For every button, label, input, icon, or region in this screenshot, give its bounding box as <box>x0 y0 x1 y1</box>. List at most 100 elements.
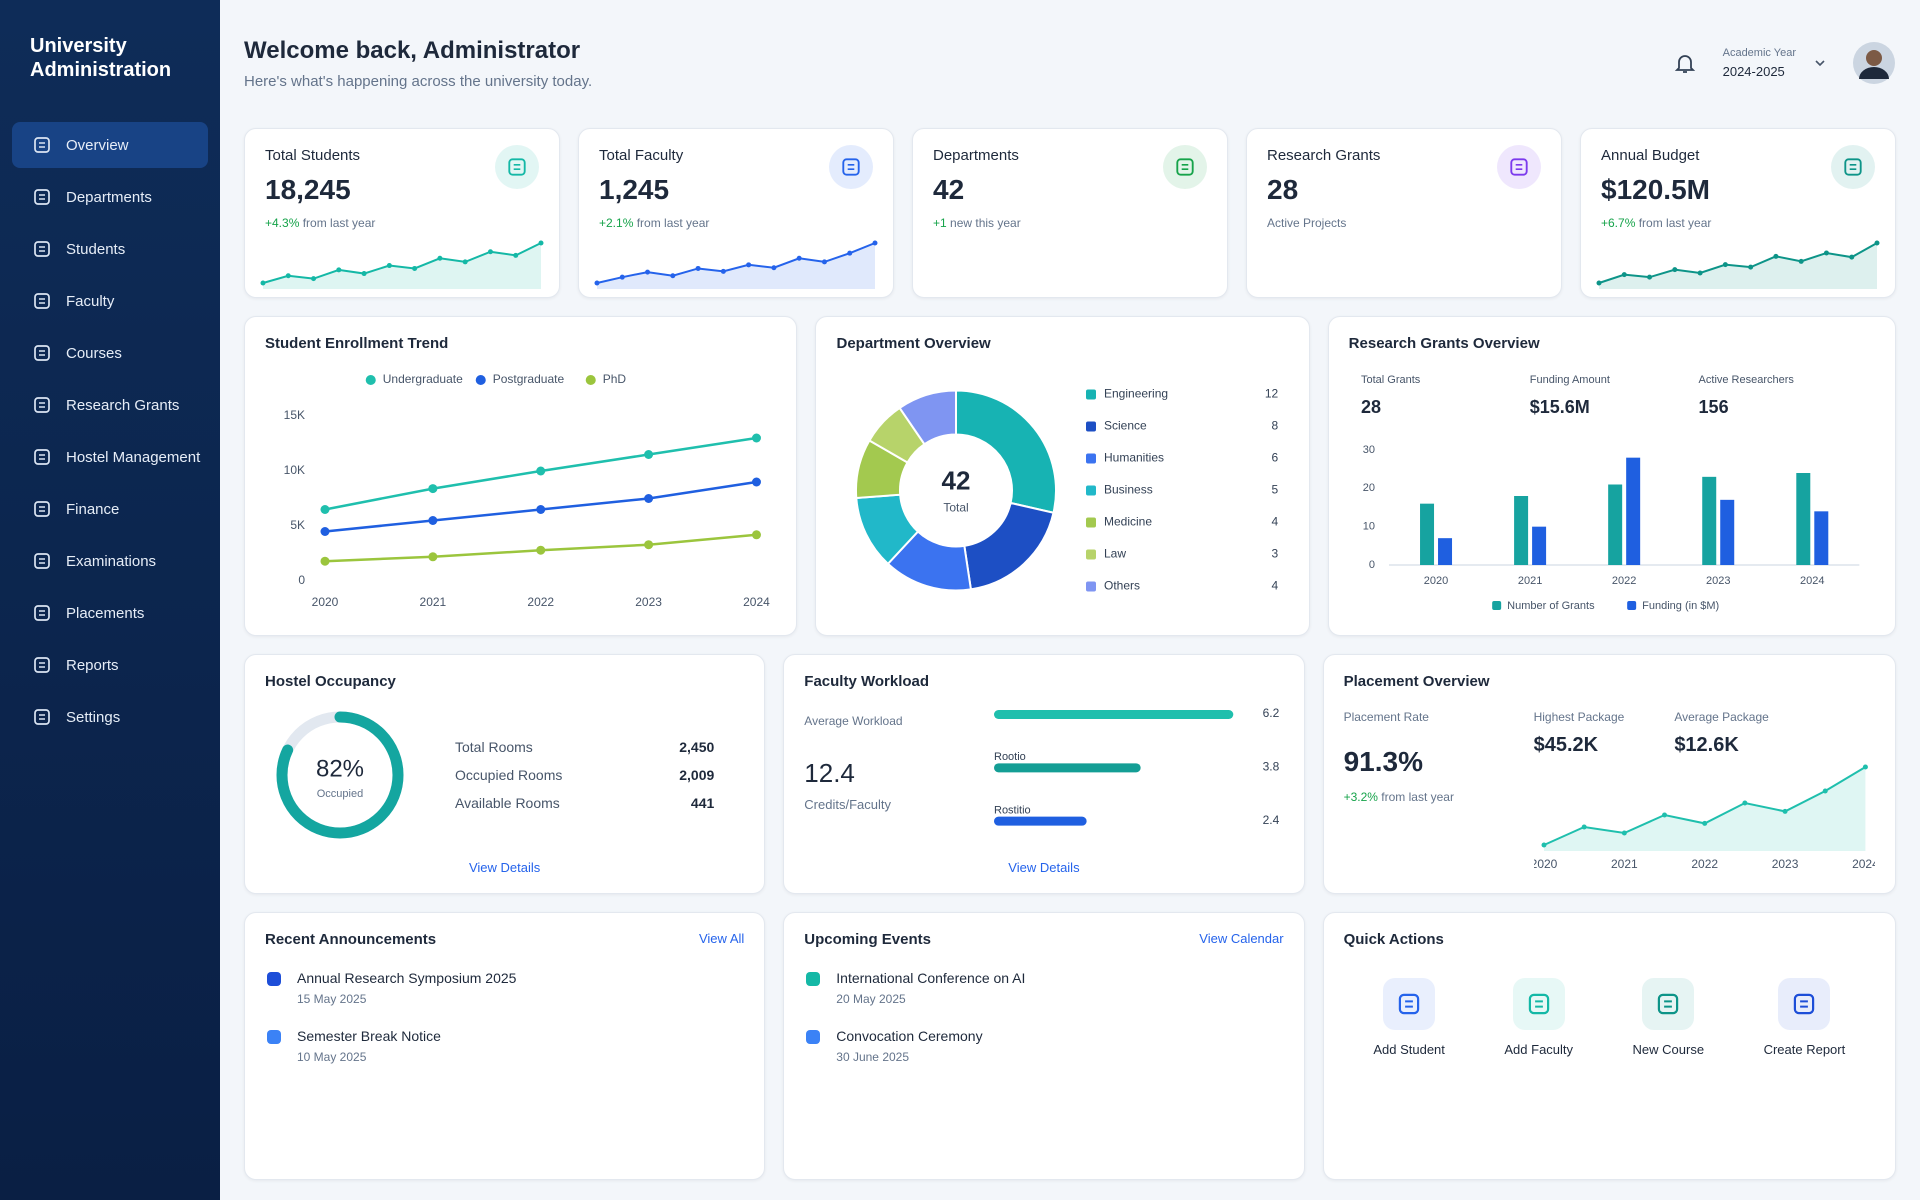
nav-label: Settings <box>66 708 121 726</box>
list-item[interactable]: Annual Research Symposium 2025 15 May 202… <box>265 970 744 1006</box>
sparkline-point <box>1782 808 1788 814</box>
icon <box>842 158 860 176</box>
quick-action[interactable]: New Course <box>1633 978 1704 1057</box>
quick-action[interactable]: Create Report <box>1764 978 1845 1057</box>
placement-chart: 2020 2021 2022 2023 2024 <box>1534 764 1875 871</box>
view-details[interactable]: View Details <box>468 860 541 875</box>
nav-item[interactable]: Settings <box>12 694 208 740</box>
icon <box>1176 158 1194 176</box>
bar <box>1701 476 1716 565</box>
legend-label: Others <box>1104 579 1140 593</box>
change: +4.3% <box>265 216 300 230</box>
nav-item[interactable]: Reports <box>12 642 208 688</box>
stat-value: $12.6K <box>1674 734 1739 756</box>
summary-value: 28 <box>1361 397 1381 417</box>
year-select[interactable]: Academic Year 2024-2025 <box>1723 47 1826 79</box>
event-list: International Conference on AI 20 May 202… <box>804 948 1283 1064</box>
icon-shape <box>34 345 50 361</box>
nav-item[interactable]: Faculty <box>12 278 208 324</box>
view-details[interactable]: View Details <box>1008 860 1080 875</box>
view-all[interactable]: View All <box>698 931 745 946</box>
nav-item[interactable]: Departments <box>12 174 208 220</box>
card-head: Recent Announcements View All <box>265 931 744 948</box>
stat-value: 1,245 <box>599 174 670 205</box>
nav-item[interactable]: Examinations <box>12 538 208 584</box>
legend-swatch <box>1086 581 1097 592</box>
icon-shape <box>1658 993 1679 1015</box>
icon <box>1528 993 1549 1015</box>
nav: Overview Departments Students Faculty Course… <box>12 122 208 740</box>
row-value: 2,009 <box>679 767 715 783</box>
x-tick-label: 2020 <box>1423 575 1447 587</box>
chevron <box>1815 60 1825 67</box>
sparkline-box <box>593 233 879 289</box>
sparkline-point <box>1741 800 1747 806</box>
nav-label: Overview <box>66 136 129 154</box>
sparkline-area <box>263 243 541 289</box>
list-text: International Conference on AI 20 May 202… <box>836 970 1025 1006</box>
enrollment-card: Student Enrollment Trend Undergraduate Pos… <box>244 316 798 636</box>
quick-action[interactable]: Add Student <box>1373 978 1445 1057</box>
legend-label: PhD <box>603 372 627 386</box>
legend-swatch <box>1086 389 1097 400</box>
icon <box>1794 993 1815 1015</box>
nav-item[interactable]: Research Grants <box>12 382 208 428</box>
bar <box>1719 499 1734 565</box>
list-icon <box>267 1030 281 1044</box>
placement-right: Highest Package $45.2K Average Package $12… <box>1534 710 1875 875</box>
x-tick-label: 2021 <box>420 595 447 609</box>
sparkline-point <box>645 269 651 275</box>
gauge-arc <box>276 711 404 839</box>
legend-label: Undergraduate <box>383 372 463 386</box>
icon <box>34 345 50 361</box>
legend-label: Engineering <box>1104 387 1168 401</box>
sparkline-point <box>1581 824 1587 830</box>
series-point <box>428 552 438 562</box>
legend-swatch <box>1086 421 1097 432</box>
icon <box>1844 158 1862 176</box>
sparkline-point <box>1701 820 1707 826</box>
icon <box>1398 993 1420 1015</box>
stat-label: Total Faculty <box>599 147 684 164</box>
bell-icon[interactable] <box>1673 51 1697 75</box>
stat-icon <box>495 145 539 189</box>
list-item[interactable]: Semester Break Notice 10 May 2025 <box>265 1028 744 1064</box>
nav-item[interactable]: Overview <box>12 122 208 168</box>
icon <box>34 709 50 725</box>
stat-change: +4.3% from last year <box>265 216 539 230</box>
list-item[interactable]: International Conference on AI 20 May 202… <box>804 970 1283 1006</box>
icon <box>1658 993 1679 1015</box>
hostel-body: 82% Occupied Total Rooms 2,450 Occupied Roo… <box>265 690 744 860</box>
icon <box>34 293 50 309</box>
list-item[interactable]: Convocation Ceremony 30 June 2025 <box>804 1028 1283 1064</box>
row-label: Available Rooms <box>455 795 560 811</box>
sparkline-point <box>538 240 544 246</box>
nav-item[interactable]: Finance <box>12 486 208 532</box>
bottom-row: Recent Announcements View All Annual Rese… <box>244 912 1896 1180</box>
nav-item[interactable]: Students <box>12 226 208 272</box>
series-point <box>751 433 761 443</box>
sparkline-point <box>1874 240 1880 246</box>
icon-shape <box>34 501 50 517</box>
icon <box>34 501 50 517</box>
stat-label: Total Students <box>265 147 361 164</box>
view-calendar[interactable]: View Calendar <box>1199 931 1284 946</box>
series-point <box>320 527 330 536</box>
stat-change: +3.2% from last year <box>1344 790 1534 804</box>
bar <box>1531 526 1546 565</box>
bar-value: 3.8 <box>1263 760 1280 774</box>
x-tick-label: 2022 <box>1612 575 1636 587</box>
card-title: Research Grants Overview <box>1348 335 1540 352</box>
nav-item[interactable]: Placements <box>12 590 208 636</box>
nav-item[interactable]: Hostel Management <box>12 434 208 480</box>
quick-action[interactable]: Add Faculty <box>1504 978 1573 1057</box>
nav-item[interactable]: Courses <box>12 330 208 376</box>
department-chart: 42 Total Engineering 12 Science 8 Humanities 6 B… <box>855 387 1279 593</box>
stat-change: Active Projects <box>1267 216 1541 230</box>
legend-swatch <box>1491 601 1501 610</box>
avatar[interactable] <box>1852 41 1896 85</box>
gauge-caption: Occupied <box>317 788 363 800</box>
legend-value: 3 <box>1272 547 1279 561</box>
stat-change: +1 new this year <box>933 216 1207 230</box>
item-date: 20 May 2025 <box>836 992 906 1006</box>
